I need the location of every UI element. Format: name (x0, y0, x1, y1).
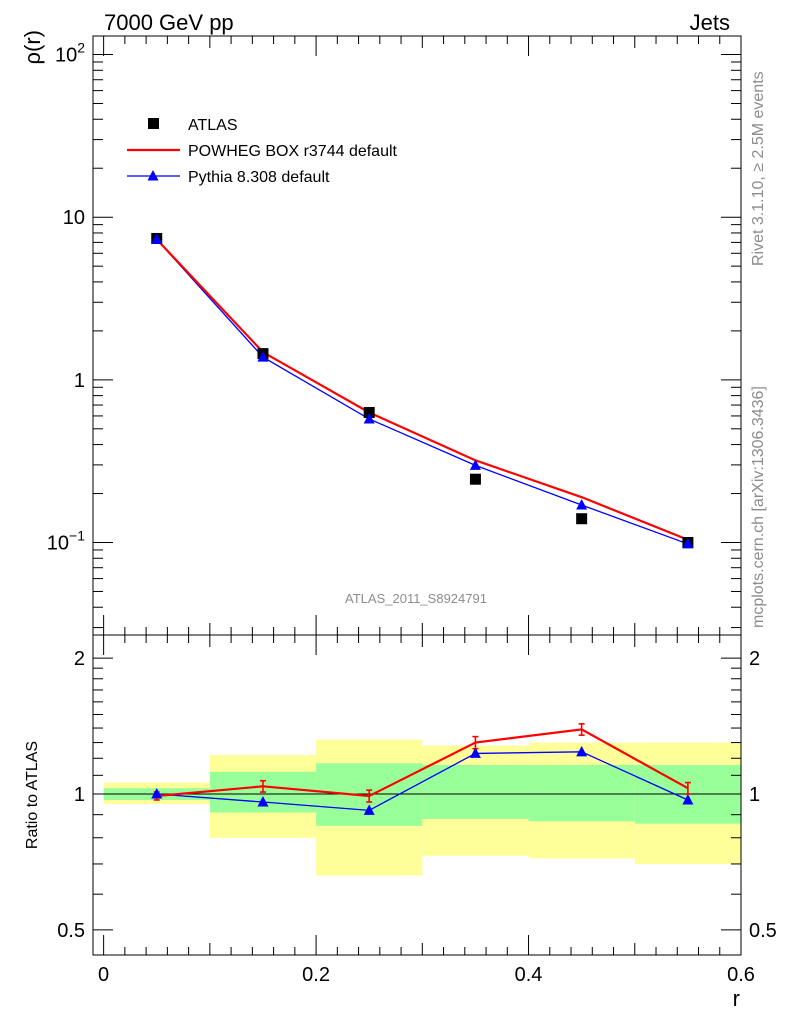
powheg-line (155, 238, 689, 541)
ratio-y-tick-label-left: 0.5 (57, 920, 85, 942)
watermark: ATLAS_2011_S8924791 (345, 591, 487, 606)
x-tick-label: 0.6 (727, 964, 755, 986)
ratio-inner-band (422, 764, 529, 820)
main-y-tick-label: 10−1 (47, 528, 85, 555)
x-tick-label: 0.2 (302, 964, 330, 986)
ratio-inner-band (528, 764, 635, 822)
pythia-point (469, 459, 481, 470)
atlas-point (363, 406, 375, 418)
ratio-pythia-point (576, 745, 588, 757)
pythia-point (151, 233, 163, 244)
main-y-tick-label: 10 (63, 207, 85, 229)
ratio-pythia-point (151, 788, 163, 799)
atlas-point (576, 513, 588, 525)
pythia-point (257, 351, 269, 362)
ratio-plot-frame (92, 634, 742, 956)
main-y-tick-label: 102 (55, 40, 85, 67)
ratio-y-tick-label-left: 2 (74, 648, 85, 670)
ratio-y-tick-label-right: 2 (749, 648, 760, 670)
legend-label: Pythia 8.308 default (188, 169, 330, 186)
ratio-pythia-point (469, 747, 481, 758)
x-axis-label: r (733, 986, 740, 1011)
ratio-pythia-line (156, 751, 689, 812)
pythia-line (156, 238, 689, 545)
x-tick-label: 0.4 (515, 964, 543, 986)
main-y-axis-label: ρ(r) (20, 30, 45, 65)
x-tick-label: 0 (98, 964, 109, 986)
pythia-point (576, 499, 588, 510)
header-right: Jets (690, 10, 730, 35)
mcplots-label: mcplots.cern.ch [arXiv:1306.3436] (750, 386, 767, 628)
legend-label: ATLAS (188, 117, 238, 134)
ratio-pythia-point (682, 793, 694, 805)
ratio-y-tick-label-right: 1 (749, 784, 760, 806)
pythia-point (682, 537, 694, 549)
header-left: 7000 GeV pp (104, 10, 234, 35)
legend-atlas-marker (148, 118, 159, 129)
ratio-y-tick-label-left: 1 (74, 784, 85, 806)
pythia-point (363, 412, 375, 424)
ratio-powheg-line (156, 728, 689, 798)
ratio-pythia-point (363, 804, 375, 815)
ratio-pythia-point (257, 796, 269, 807)
legend-pythia-marker (147, 170, 159, 181)
legend-label: POWHEG BOX r3744 default (188, 143, 398, 160)
atlas-point (469, 473, 481, 485)
ratio-y-tick-label-right: 0.5 (749, 920, 777, 942)
rivet-label: Rivet 3.1.10, ≥ 2.5M events (750, 71, 767, 266)
ratio-y-axis-label: Ratio to ATLAS (24, 741, 41, 849)
main-y-tick-label: 1 (74, 370, 85, 392)
